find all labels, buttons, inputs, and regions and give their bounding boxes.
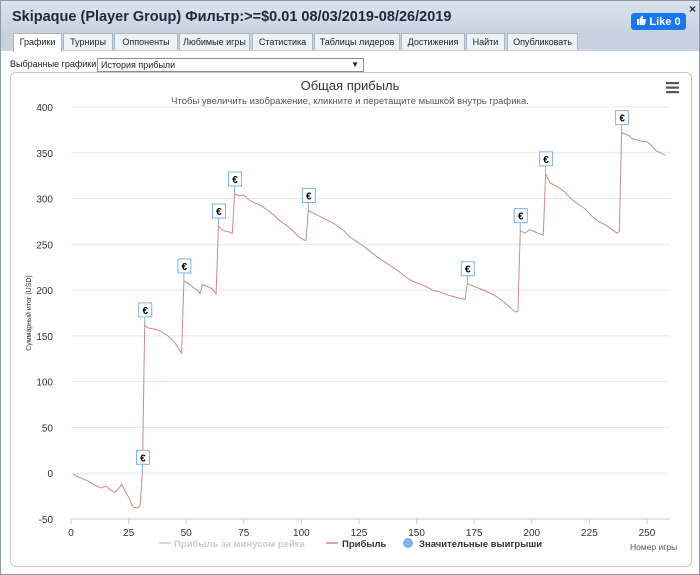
big-win-flag[interactable]: € — [301, 187, 316, 211]
chart-container[interactable]: Общая прибыль Чтобы увеличить изображени… — [10, 72, 692, 567]
big-win-flag[interactable]: € — [539, 151, 554, 174]
y-tick-label: 0 — [47, 469, 53, 480]
title-bar: Skipaque (Player Group) Фильтр:>=$0.01 0… — [1, 1, 699, 32]
big-win-markers: € € € € € € € € € € — [135, 110, 630, 473]
tab-statistics[interactable]: Статистика — [252, 33, 313, 50]
big-win-flag[interactable]: € — [228, 171, 243, 194]
chart-select[interactable]: История прибыли ▼ — [97, 58, 364, 72]
legend-label-net-profit: Прибыль за минусом рейка — [174, 539, 305, 550]
flag-box — [211, 203, 226, 219]
y-tick-label: -50 — [39, 515, 54, 526]
flag-label: € — [216, 207, 222, 218]
x-tick-label: 175 — [466, 528, 483, 539]
axes: -50 0 50 100 150 200 250 300 350 400 0 25 50 75 100 125… — [36, 103, 670, 539]
series-lines — [73, 131, 666, 509]
x-axis-title: Номер игры — [630, 542, 677, 552]
flag-label: € — [619, 114, 625, 125]
x-tick-label: 50 — [181, 528, 193, 539]
flag-box — [615, 110, 630, 126]
y-axis-title: Суммарный итог (USD) — [25, 275, 33, 351]
tab-bar: Графики Турниры Оппоненты Любимые игры С… — [1, 32, 699, 52]
y-tick-label: 300 — [36, 195, 53, 206]
y-tick-label: 400 — [36, 103, 53, 114]
flag-label: € — [306, 191, 312, 202]
big-win-flag[interactable]: € — [135, 449, 150, 473]
legend-item-profit[interactable]: Прибыль — [326, 539, 386, 550]
legend-item-net-profit[interactable]: Прибыль за минусом рейка — [159, 539, 305, 550]
big-win-flag[interactable]: € — [138, 302, 153, 325]
facebook-like-label: Like 0 — [649, 15, 681, 28]
flag-label: € — [543, 155, 549, 166]
big-win-flag[interactable]: € — [615, 110, 630, 133]
x-tick-label: 200 — [523, 528, 540, 539]
close-icon[interactable]: × — [689, 2, 697, 16]
x-tick-label: 100 — [293, 528, 310, 539]
tab-tournaments[interactable]: Турниры — [63, 33, 113, 50]
chart-subtitle: Чтобы увеличить изображение, кликните и … — [171, 96, 529, 107]
tab-favorite-games[interactable]: Любимые игры — [179, 33, 250, 50]
tab-leaderboards[interactable]: Таблицы лидеров — [314, 33, 400, 50]
hamburger-menu-icon[interactable] — [666, 82, 679, 94]
y-tick-label: 150 — [36, 332, 53, 343]
window-title: Skipaque (Player Group) Фильтр:>=$0.01 0… — [12, 9, 452, 25]
big-win-flag[interactable]: € — [177, 258, 192, 281]
flag-box — [135, 449, 150, 465]
flag-label: € — [232, 175, 238, 186]
thumbs-up-icon — [636, 15, 647, 28]
x-tick-label: 25 — [123, 528, 135, 539]
chart-selector-label: Выбранные графики: — [10, 59, 99, 69]
profit-chart[interactable]: Общая прибыль Чтобы увеличить изображени… — [11, 73, 691, 566]
big-win-flag[interactable]: € — [513, 208, 528, 231]
x-tick-label: 225 — [581, 528, 598, 539]
tab-search[interactable]: Найти — [466, 33, 505, 50]
chart-title: Общая прибыль — [301, 78, 400, 93]
x-tick-label: 75 — [238, 528, 250, 539]
flag-box — [138, 302, 153, 318]
flag-label: € — [465, 265, 471, 276]
flag-box — [301, 187, 316, 203]
chart-legend: Прибыль за минусом рейка Прибыль Значите… — [159, 538, 542, 550]
facebook-like-button[interactable]: Like 0 — [631, 13, 686, 30]
profit-series-line[interactable] — [73, 131, 666, 509]
dropdown-arrow-icon: ▼ — [351, 60, 359, 69]
y-tick-label: 100 — [36, 378, 53, 389]
tab-opponents[interactable]: Оппоненты — [114, 33, 178, 50]
legend-label-profit: Прибыль — [342, 539, 386, 550]
x-tick-label: 250 — [639, 528, 656, 539]
y-tick-label: 350 — [36, 149, 53, 160]
x-tick-label: 150 — [408, 528, 425, 539]
legend-item-big-wins[interactable]: Значительные выигрыши — [403, 538, 542, 550]
tab-publish[interactable]: Опубликовать — [507, 33, 578, 50]
flag-label: € — [142, 306, 148, 317]
flag-label: € — [518, 212, 524, 223]
y-tick-label: 50 — [42, 423, 54, 434]
flag-box — [228, 171, 243, 187]
flag-box — [177, 258, 192, 274]
x-tick-label: 125 — [351, 528, 368, 539]
x-tick-label: 0 — [68, 528, 74, 539]
flag-box — [539, 151, 554, 167]
y-tick-label: 250 — [36, 240, 53, 251]
y-tick-label: 200 — [36, 286, 53, 297]
chart-select-value: История прибыли — [101, 60, 176, 70]
flag-label: € — [140, 453, 146, 464]
tab-graphs[interactable]: Графики — [13, 33, 62, 52]
grid-lines — [71, 106, 670, 520]
big-win-flag[interactable]: € — [460, 261, 475, 284]
flag-box — [513, 208, 528, 224]
flag-label: € — [182, 262, 188, 273]
legend-label-big-wins: Значительные выигрыши — [419, 539, 542, 550]
big-win-flag[interactable]: € — [211, 203, 226, 227]
tab-achievements[interactable]: Достижения — [401, 33, 465, 50]
flag-box — [460, 261, 475, 277]
